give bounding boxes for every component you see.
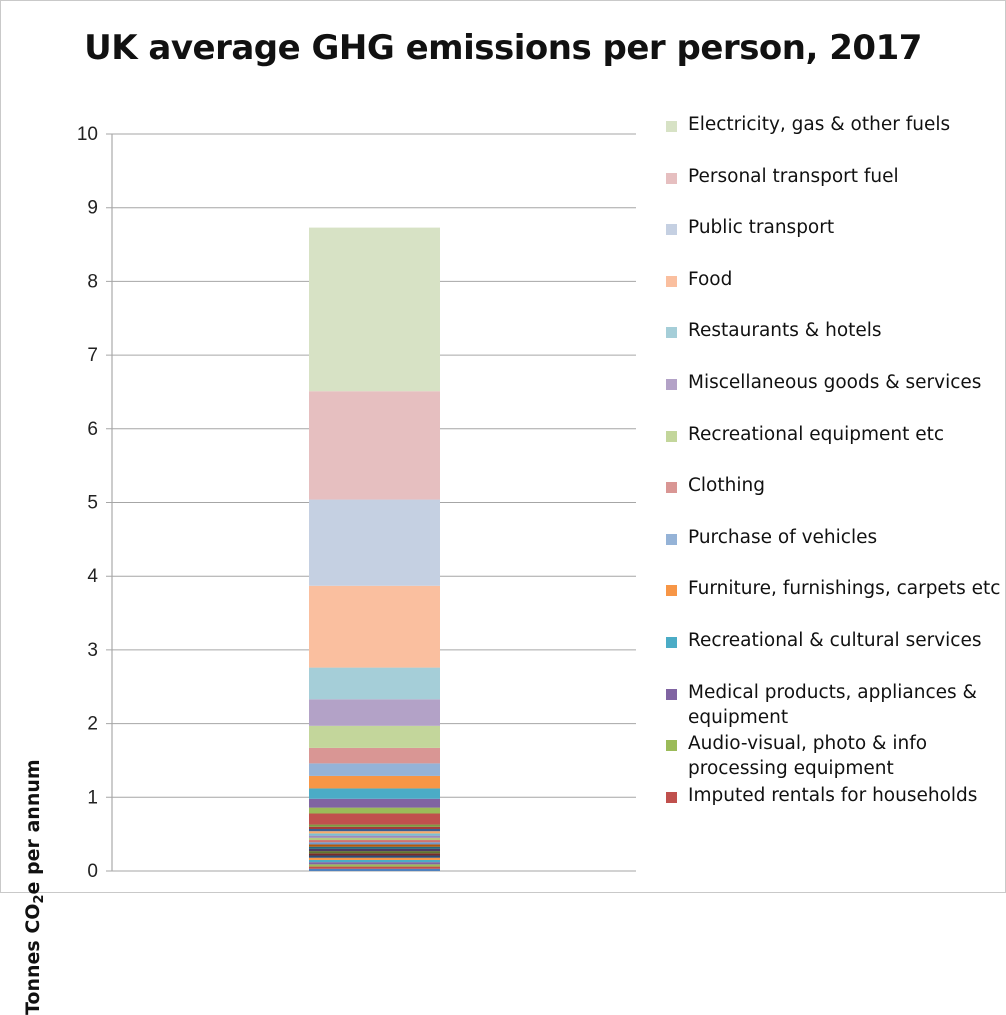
bar-segment-minor <box>309 868 440 871</box>
y-tick-label: 5 <box>87 493 98 514</box>
legend-item: Food <box>666 267 1006 292</box>
y-axis-label: Tonnes CO2e per annum <box>22 759 47 1015</box>
legend-swatch <box>666 482 677 494</box>
legend-label: Medical products, appliances & equipment <box>688 681 977 728</box>
bar-segment-minor <box>309 866 440 869</box>
legend-swatch <box>666 791 677 803</box>
legend-label: Furniture, furnishings, carpets etc <box>688 578 1001 600</box>
legend-swatch <box>666 379 677 390</box>
bar-segment <box>309 747 440 764</box>
y-tick-label: 3 <box>87 640 98 661</box>
legend-swatch <box>666 688 677 700</box>
bar-segment-minor <box>309 851 440 854</box>
legend-label: Electricity, gas & other fuels <box>688 114 951 135</box>
bar-segment <box>309 807 440 814</box>
legend-label: Recreational equipment etc <box>688 423 945 445</box>
bar-segment <box>309 788 440 799</box>
legend-label: Recreational & cultural services <box>688 630 982 651</box>
bar-segment-minor <box>309 862 440 865</box>
legend-item: Audio-visual, photo & info processing eq… <box>666 731 1006 781</box>
chart-title: UK average GHG emissions per person, 201… <box>84 28 922 68</box>
bar-segment <box>309 763 440 776</box>
legend-swatch <box>666 172 677 184</box>
legend-item: Purchase of vehicles <box>666 525 1006 550</box>
bar-segment-minor <box>309 826 440 829</box>
legend-swatch <box>666 740 677 752</box>
bar-segment-minor <box>309 864 440 867</box>
legend-swatch <box>666 430 677 442</box>
bar-segment-minor <box>309 859 440 863</box>
legend-item: Recreational & cultural services <box>666 628 1006 653</box>
legend-swatch <box>666 327 677 339</box>
legend-item: Clothing <box>666 473 1006 498</box>
bar-segment-minor <box>309 837 440 841</box>
y-tick-label: 8 <box>87 271 98 292</box>
bar-segment <box>309 227 440 392</box>
legend-swatch <box>666 275 677 287</box>
legend-item: Furniture, furnishings, carpets etc <box>666 576 1006 601</box>
bar-segment <box>309 667 440 700</box>
bar-segment <box>309 775 440 789</box>
legend-label: Clothing <box>688 475 765 497</box>
bar-segment <box>309 391 440 500</box>
bar-segment <box>309 499 440 586</box>
bar-segment-minor <box>309 842 440 845</box>
legend-swatch <box>666 121 677 132</box>
legend-label: Food <box>688 268 733 290</box>
bar-segment-minor <box>309 828 440 832</box>
legend-swatch <box>666 637 677 648</box>
bar-segment <box>309 798 440 808</box>
bar-segment-minor <box>309 855 440 858</box>
legend-item: Miscellaneous goods & services <box>666 370 1006 395</box>
bar-segment-minor <box>309 833 440 836</box>
chart-frame <box>0 0 1006 893</box>
legend-label: Personal transport fuel <box>688 165 899 187</box>
legend-label: Audio-visual, photo & info processing eq… <box>688 733 928 780</box>
legend-label: Purchase of vehicles <box>688 526 878 548</box>
bar-segment-minor <box>309 848 440 852</box>
legend-item: Electricity, gas & other fuels <box>666 112 1006 137</box>
y-tick-label: 2 <box>87 714 98 735</box>
y-tick-label: 1 <box>87 787 98 808</box>
legend-item: Medical products, appliances & equipment <box>666 680 1006 730</box>
legend-swatch <box>666 224 677 236</box>
legend-item: Recreational equipment etc <box>666 422 1006 447</box>
bar-segment-minor <box>309 846 440 849</box>
legend-swatch <box>666 585 677 597</box>
y-tick-label: 6 <box>87 419 98 440</box>
bar-segment <box>309 813 440 825</box>
legend-label: Miscellaneous goods & services <box>688 372 982 393</box>
legend-item: Restaurants & hotels <box>666 318 1006 343</box>
y-tick-label: 4 <box>87 566 98 587</box>
legend-label: Imputed rentals for households <box>688 784 978 806</box>
legend-swatch <box>666 533 677 545</box>
legend-item: Imputed rentals for households <box>666 783 1006 808</box>
legend-label: Public transport <box>688 217 835 239</box>
bar-segment-minor <box>309 857 440 860</box>
bar-segment-minor <box>309 835 440 838</box>
bar-segment-minor <box>309 831 440 834</box>
bar-segment-minor <box>309 840 440 843</box>
bar-segment-minor <box>309 853 440 856</box>
chart-plot-area: 0 1 2 3 4 5 6 7 8 9 10 <box>77 124 636 882</box>
bar-segment <box>309 699 440 726</box>
bar-segment-minor <box>309 824 440 827</box>
legend-item: Personal transport fuel <box>666 164 1006 189</box>
y-tick-label: 0 <box>87 861 98 882</box>
legend-label: Restaurants & hotels <box>688 320 882 342</box>
legend-item: Public transport <box>666 215 1006 240</box>
y-tick-label: 9 <box>87 198 98 219</box>
bar-segment <box>309 585 440 668</box>
y-tick-label: 7 <box>87 345 98 366</box>
bar-segment-minor <box>309 844 440 847</box>
y-tick-label: 10 <box>77 124 98 145</box>
bar-segment <box>309 725 440 748</box>
